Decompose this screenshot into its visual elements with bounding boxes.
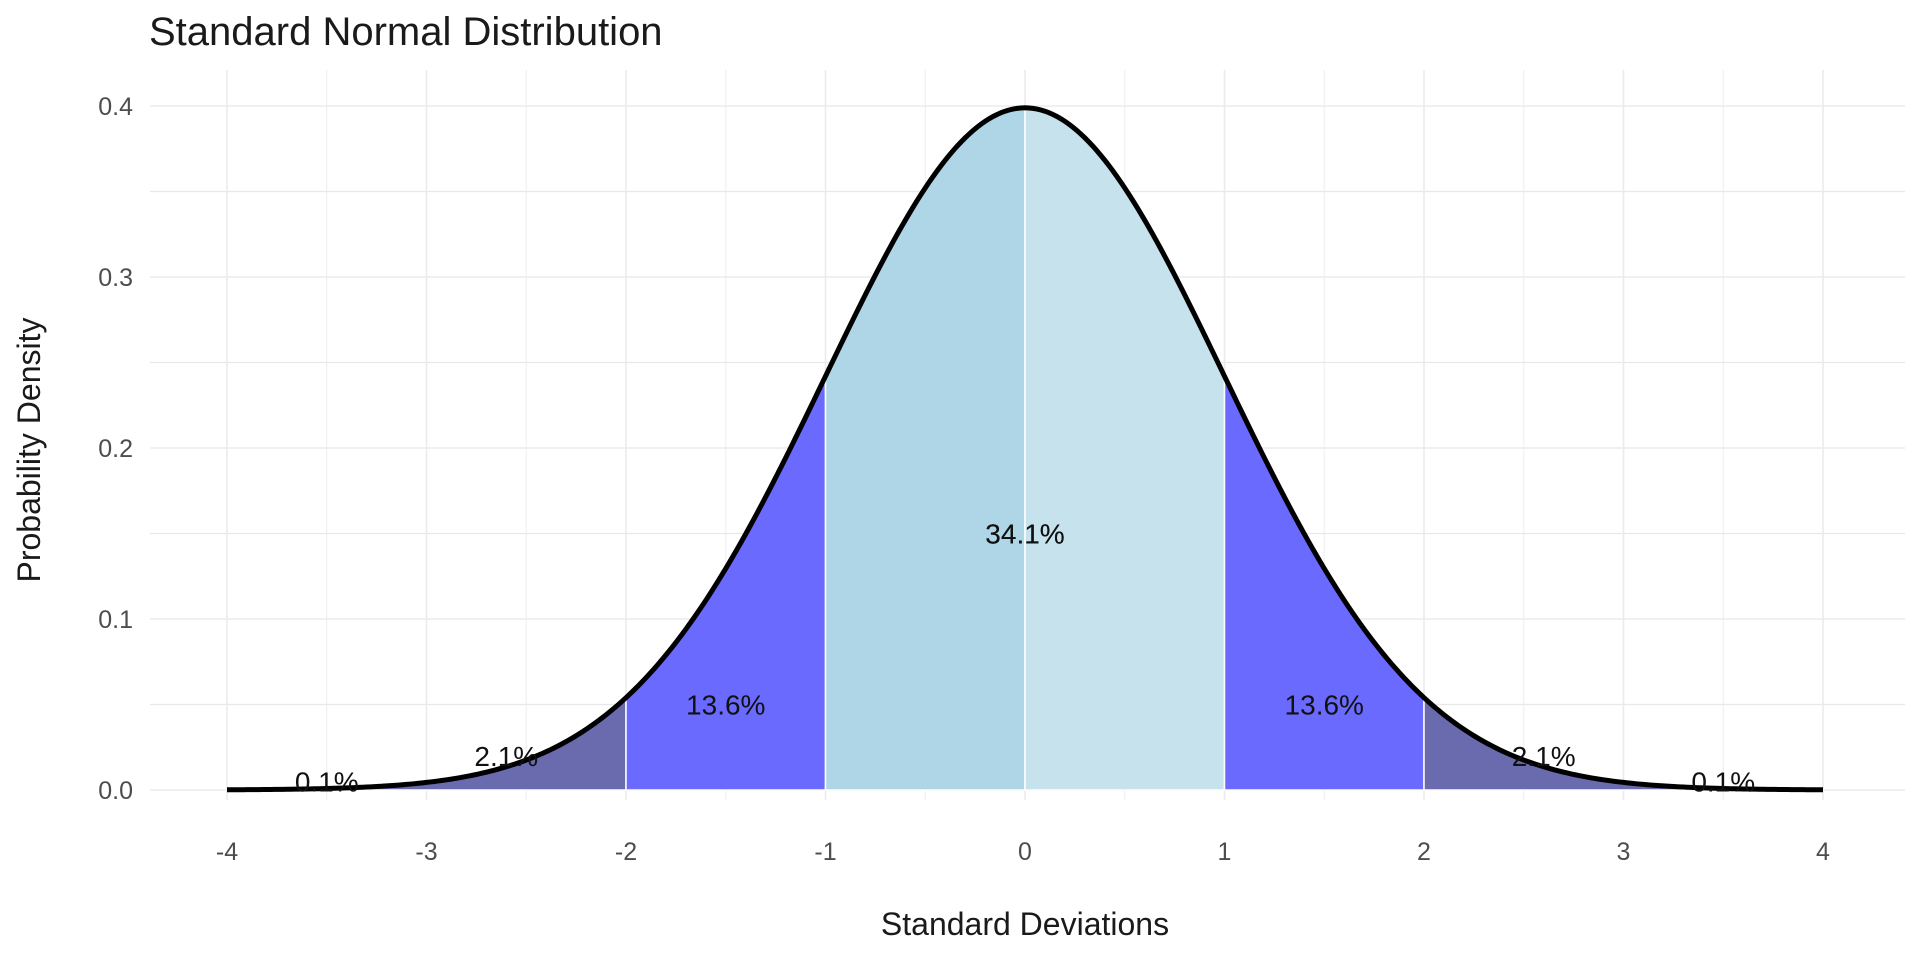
x-tick-label: 2 [1417, 838, 1431, 866]
shaded-region [824, 107, 1026, 791]
x-tick-label: -4 [216, 838, 238, 866]
x-axis-title: Standard Deviations [881, 906, 1169, 942]
label-layer: 2.1%13.6%34.1%34.1%13.6%2.1%0.1% 0.1% [295, 519, 1755, 798]
y-tick-label: 0.3 [98, 264, 133, 292]
x-tick-label: 3 [1617, 838, 1631, 866]
x-tick-label: 0 [1018, 838, 1032, 866]
x-tick-label: 1 [1218, 838, 1232, 866]
curve-layer [226, 105, 1824, 793]
density-curve [226, 105, 1824, 793]
axis-layer: Standard Deviations Probability Density … [11, 93, 1830, 942]
region-percent-label: 13.6% [1285, 690, 1364, 721]
x-tick-label: -3 [415, 838, 437, 866]
region-percent-label: 34.1% [985, 519, 1064, 550]
y-tick-label: 0.0 [98, 777, 133, 805]
region-percent-label: 2.1% [474, 741, 538, 772]
region-percent-label: 0.1% [1691, 766, 1755, 797]
x-tick-label: -1 [814, 838, 836, 866]
x-tick-label: 4 [1816, 838, 1830, 866]
y-tick-label: 0.4 [98, 93, 133, 121]
x-tick-label: -2 [615, 838, 637, 866]
region-percent-label: 0.1% [295, 766, 359, 797]
y-axis-title: Probability Density [11, 318, 47, 583]
shaded-region [1024, 107, 1226, 791]
chart-title: Standard Normal Distribution [149, 10, 663, 54]
y-tick-label: 0.1 [98, 606, 133, 634]
region-percent-label: 13.6% [686, 690, 765, 721]
y-tick-label: 0.2 [98, 435, 133, 463]
area-layer [226, 107, 1824, 791]
region-percent-label: 34.1% [985, 519, 1064, 550]
region-percent-label: 2.1% [1512, 741, 1576, 772]
